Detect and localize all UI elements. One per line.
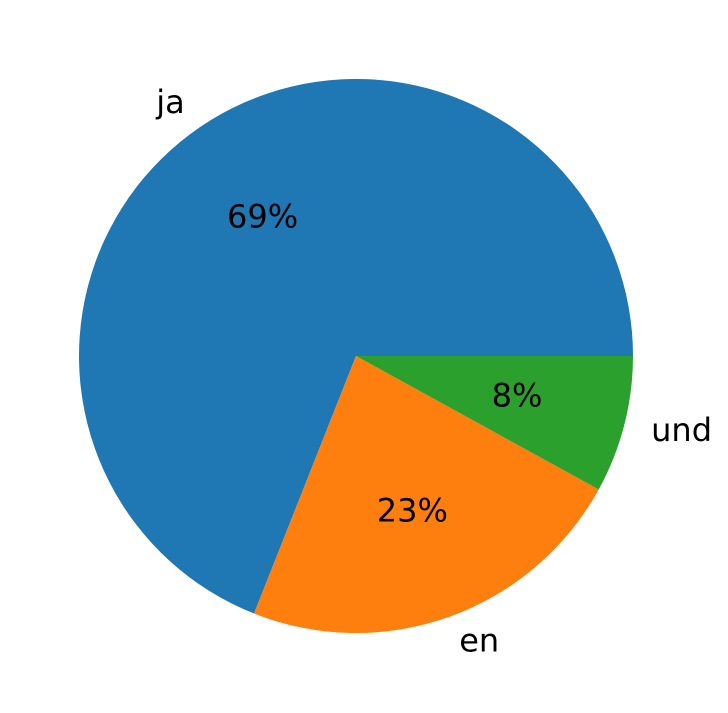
slice-label: und (651, 411, 712, 449)
slice-label: en (459, 622, 499, 660)
value-label: 23% (377, 491, 448, 529)
slice-label: ja (155, 83, 185, 121)
value-label: 8% (492, 376, 543, 414)
pie-slice (356, 356, 633, 490)
pie-slice (78, 79, 634, 614)
value-label: 69% (227, 198, 298, 236)
pie-slice (254, 356, 599, 634)
